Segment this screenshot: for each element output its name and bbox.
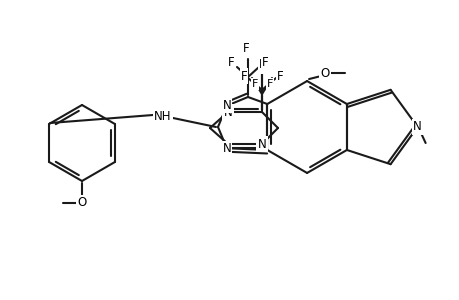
Text: O: O xyxy=(77,196,86,209)
Text: F: F xyxy=(266,79,273,89)
Text: F: F xyxy=(258,58,265,71)
Text: F: F xyxy=(258,63,264,73)
Text: F: F xyxy=(251,79,257,89)
Text: F: F xyxy=(276,70,283,83)
Text: N: N xyxy=(257,137,266,151)
Text: N: N xyxy=(223,106,232,118)
Text: F: F xyxy=(242,43,249,56)
Text: N: N xyxy=(222,142,231,155)
Text: NH: NH xyxy=(154,110,171,124)
Text: F: F xyxy=(240,70,247,83)
Text: N: N xyxy=(222,99,231,112)
Text: F: F xyxy=(227,56,234,68)
Text: F: F xyxy=(261,56,268,68)
Text: N: N xyxy=(412,121,421,134)
Text: O: O xyxy=(320,67,329,80)
